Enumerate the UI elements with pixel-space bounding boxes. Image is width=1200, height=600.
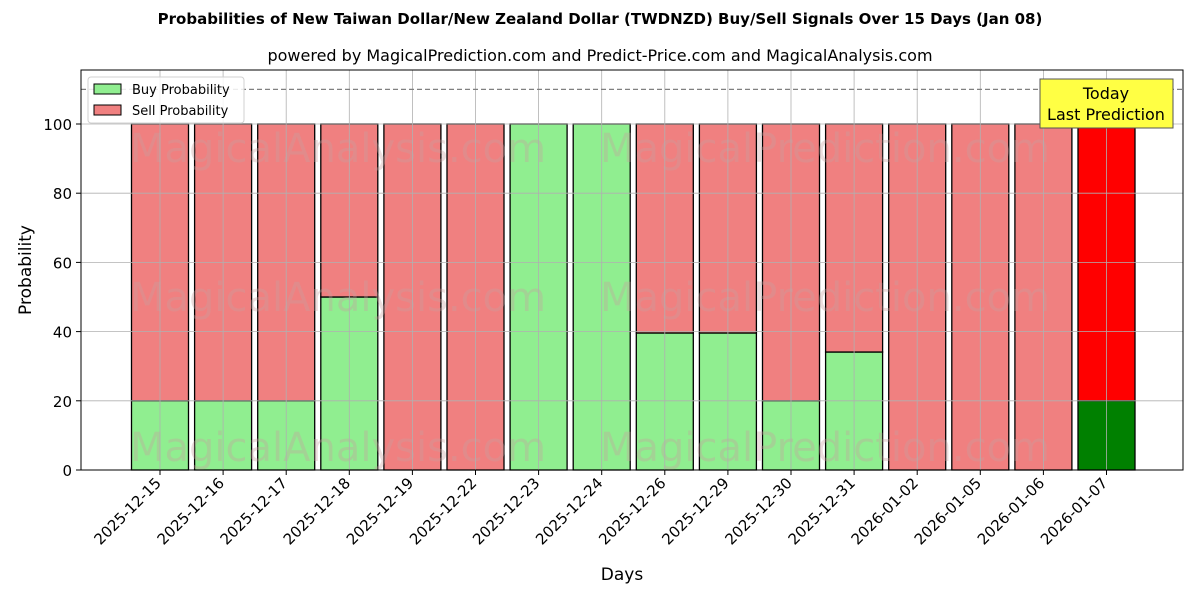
- x-tick-label: 2026-01-07: [1037, 474, 1111, 548]
- legend: Buy Probability Sell Probability: [87, 76, 245, 124]
- axes-frame: [80, 69, 1184, 471]
- x-tick-label: 2025-12-31: [785, 474, 859, 548]
- y-axis-label: Probability: [16, 225, 36, 315]
- x-tick-label: 2025-12-19: [343, 474, 417, 548]
- x-tick-label: 2025-12-26: [595, 474, 669, 548]
- y-tick-label: 60: [53, 254, 72, 272]
- x-tick-label: 2026-01-06: [974, 474, 1048, 548]
- x-axis-label: Days: [601, 565, 644, 585]
- legend-swatch-sell: [93, 104, 122, 116]
- watermark-text: MagicalAnalysis.com: [130, 425, 546, 471]
- y-tick-label: 80: [53, 185, 72, 203]
- y-tick-label: 40: [53, 324, 72, 342]
- x-tick-label: 2025-12-17: [217, 474, 291, 548]
- annotation-box: [1039, 78, 1174, 129]
- legend-swatch-buy: [93, 83, 122, 95]
- x-tick-label: 2025-12-15: [90, 474, 164, 548]
- grid: [81, 70, 1183, 471]
- chart-subtitle: powered by MagicalPrediction.com and Pre…: [267, 46, 933, 65]
- legend-label-buy: Buy Probability: [132, 83, 230, 98]
- y-tick-label: 100: [43, 116, 72, 134]
- legend-label-sell: Sell Probability: [132, 104, 229, 119]
- today-annotation: Today Last Prediction: [1039, 78, 1174, 129]
- chart-title: Probabilities of New Taiwan Dollar/New Z…: [157, 10, 1043, 28]
- x-tick-label: 2025-12-22: [406, 474, 480, 548]
- x-tick-label: 2026-01-05: [911, 474, 985, 548]
- y-tick-label: 0: [62, 462, 72, 480]
- watermark-text: MagicalPrediction.com: [600, 126, 1050, 172]
- watermark-text: MagicalAnalysis.com: [130, 275, 546, 321]
- x-tick-label: 2025-12-16: [154, 474, 228, 548]
- x-tick-label: 2026-01-02: [848, 474, 922, 548]
- x-tick-label: 2025-12-24: [532, 474, 606, 548]
- watermark-text: MagicalPrediction.com: [600, 275, 1050, 321]
- x-tick-label: 2025-12-30: [721, 474, 795, 548]
- legend-box: [87, 76, 245, 124]
- x-tick-label: 2025-12-29: [658, 474, 732, 548]
- x-tick-label: 2025-12-18: [280, 474, 354, 548]
- x-tick-label: 2025-12-23: [469, 474, 543, 548]
- watermark-text: MagicalPrediction.com: [600, 425, 1050, 471]
- annotation-line2: Last Prediction: [1047, 105, 1165, 124]
- watermark-text: MagicalAnalysis.com: [130, 126, 546, 172]
- y-tick-label: 20: [53, 393, 72, 411]
- annotation-line1: Today: [1082, 84, 1129, 103]
